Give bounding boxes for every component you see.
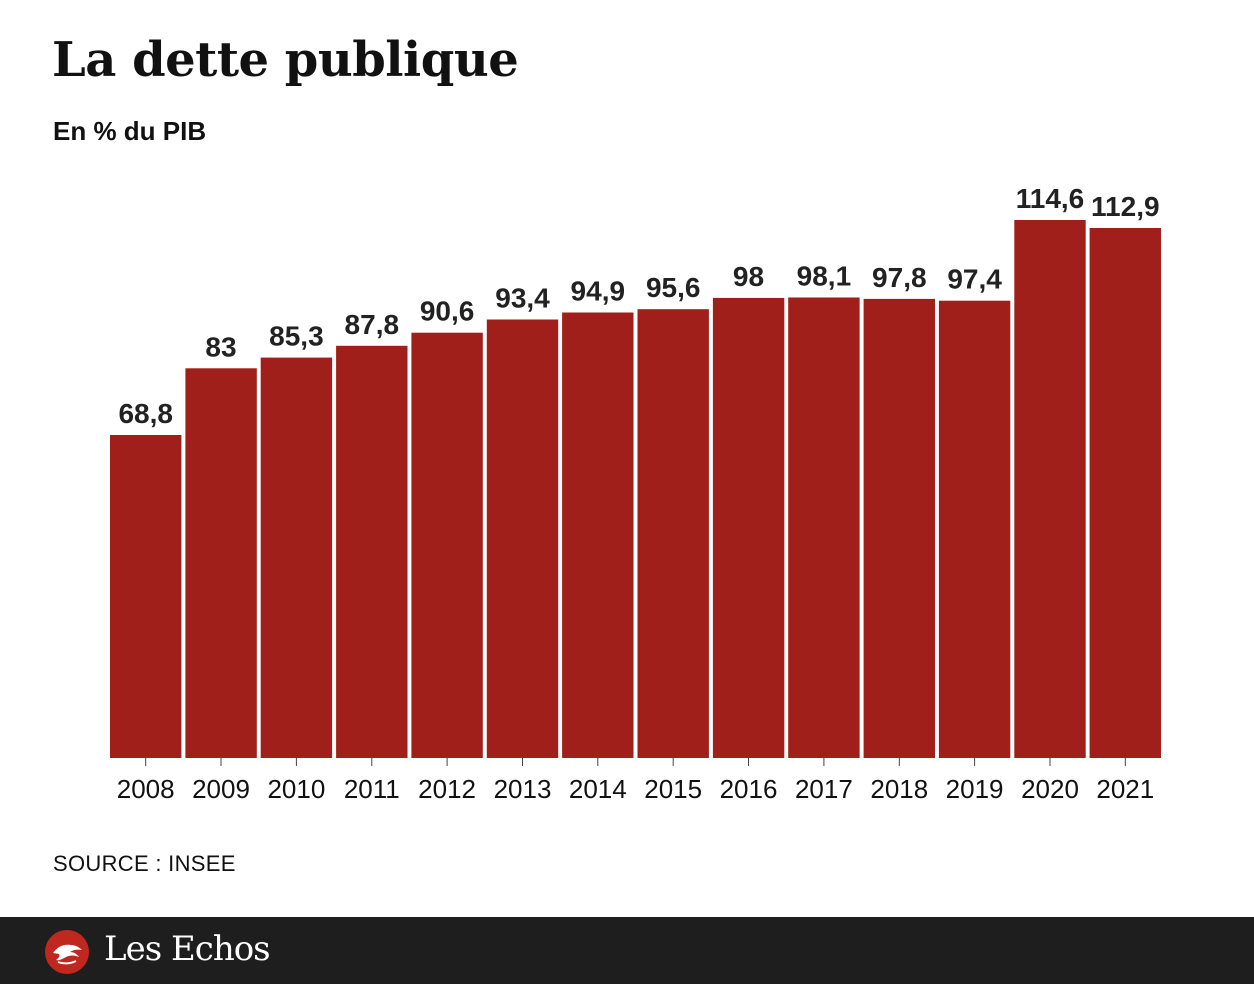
value-label-2009: 83 [205,331,236,362]
value-label-2014: 94,9 [571,276,626,307]
x-tick-label-2010: 2010 [267,774,325,804]
bar-2012 [411,332,483,758]
value-label-2008: 68,8 [118,398,173,429]
footer-bar: Les Echos [0,917,1254,984]
value-label-2021: 112,9 [1091,191,1160,222]
bar-2019 [938,300,1011,758]
x-tick-label-2013: 2013 [494,774,552,804]
x-tick-label-2014: 2014 [569,774,627,804]
value-label-2017: 98,1 [797,261,852,292]
x-tick-label-2020: 2020 [1021,774,1079,804]
chart-title: La dette publique [52,32,519,88]
x-tick-label-2009: 2009 [192,774,250,804]
x-tick-label-2015: 2015 [644,774,702,804]
x-tick-label-2012: 2012 [418,774,476,804]
chart-subtitle: En % du PIB [53,116,207,146]
bar-2020 [1014,220,1086,758]
bar-2008 [110,435,182,758]
x-tick-label-2011: 2011 [344,774,400,804]
x-tick-label-2017: 2017 [795,774,853,804]
bar-2013 [486,319,559,758]
bar-2016 [712,297,785,758]
bar-2009 [185,368,257,758]
value-label-2016: 98 [733,261,764,292]
value-label-2011: 87,8 [345,309,400,340]
value-label-2018: 97,8 [872,262,927,293]
bar-2011 [336,345,408,758]
x-tick-label-2016: 2016 [720,774,778,804]
bar-2010 [260,357,333,758]
source-note: SOURCE : INSEE [53,851,236,876]
bar-2021 [1089,228,1161,758]
x-tick-label-2018: 2018 [870,774,928,804]
value-label-2013: 93,4 [495,283,550,314]
value-label-2019: 97,4 [947,264,1002,295]
bar-2015 [637,309,709,758]
x-tick-label-2021: 2021 [1096,774,1154,804]
brand-name: Les Echos [104,929,271,969]
x-tick-label-2019: 2019 [946,774,1004,804]
bar-2018 [863,298,935,758]
value-label-2010: 85,3 [269,321,324,352]
value-label-2012: 90,6 [420,296,475,327]
bar-2017 [788,297,860,758]
bar-chart: 68,8 2008 83 2009 85,3 2010 87,8 2011 90,6 2012 93… [110,183,1161,804]
value-label-2015: 95,6 [646,272,701,303]
x-tick-label-2008: 2008 [117,774,175,804]
bar-2014 [562,312,634,758]
les-echos-eagle-icon [45,930,89,974]
value-label-2020: 114,6 [1016,183,1085,214]
